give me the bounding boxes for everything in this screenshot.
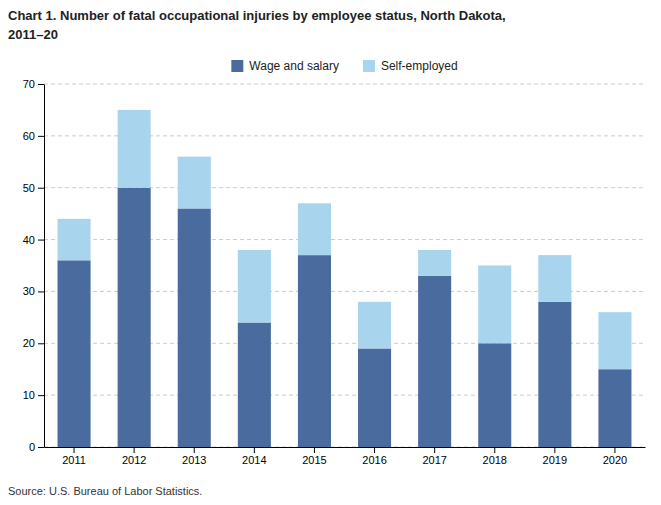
y-tick: 0 [29, 441, 44, 453]
bar [598, 369, 631, 447]
y-axis-line [44, 85, 45, 448]
bar [358, 348, 391, 447]
x-tick: 2015 [302, 447, 326, 466]
bar [598, 312, 631, 369]
x-tick: 2013 [182, 447, 206, 466]
x-tick-mark [494, 447, 495, 453]
x-tick-label: 2011 [62, 454, 86, 466]
y-tick-label: 10 [23, 389, 35, 401]
grid [44, 84, 645, 447]
x-tick-mark [254, 447, 255, 453]
title: Chart 1. Number of fatal occupational in… [8, 8, 506, 23]
x-tick-label: 2015 [302, 454, 326, 466]
plot: 0102030405060702011201220132014201520162… [23, 78, 646, 466]
legend-item: Self-employed [363, 59, 458, 73]
bar [238, 323, 271, 447]
x-tick: 2017 [422, 447, 446, 466]
legend: Wage and salary Self-employed [231, 59, 457, 73]
y-tick: 60 [23, 130, 44, 142]
x-tick-label: 2018 [483, 454, 507, 466]
x-tick: 2020 [603, 447, 627, 466]
bar [538, 255, 571, 302]
legend-swatch [363, 60, 375, 72]
x-tick: 2011 [62, 447, 86, 466]
bar [58, 260, 91, 447]
bar [118, 110, 151, 188]
x-tick-label: 2016 [362, 454, 386, 466]
title-group: Chart 1. Number of fatal occupational in… [8, 8, 506, 42]
title: 2011–20 [8, 27, 58, 42]
bar [298, 203, 331, 255]
bar [178, 208, 211, 447]
y-tick-label: 30 [23, 285, 35, 297]
x-tick-mark [134, 447, 135, 453]
y-tick-label: 70 [23, 78, 35, 90]
bar [298, 255, 331, 447]
legend-swatch [231, 60, 243, 72]
y-tick-label: 40 [23, 234, 35, 246]
bar [538, 302, 571, 447]
legend-label: Wage and salary [249, 59, 339, 73]
grid-line [44, 84, 645, 85]
y-tick-mark [38, 240, 44, 241]
y-tick: 10 [23, 389, 44, 401]
x-tick-mark [614, 447, 615, 453]
x-tick-mark [554, 447, 555, 453]
x-tick: 2016 [362, 447, 386, 466]
bar [178, 157, 211, 209]
source: Source: U.S. Bureau of Labor Statistics. [8, 485, 202, 497]
y-axis: 0 10 20 30 40 50 60 70 [23, 78, 45, 453]
x-tick-mark [314, 447, 315, 453]
bar [118, 188, 151, 447]
x-tick-mark [374, 447, 375, 453]
bar [418, 250, 451, 276]
y-tick-mark [38, 447, 44, 448]
series [58, 110, 632, 369]
x-tick-label: 2013 [182, 454, 206, 466]
x-tick: 2018 [483, 447, 507, 466]
x-tick-mark [434, 447, 435, 453]
bar [238, 250, 271, 323]
x-tick: 2019 [543, 447, 567, 466]
y-tick: 40 [23, 234, 44, 246]
x-tick-label: 2019 [543, 454, 567, 466]
x-tick: 2014 [242, 447, 266, 466]
y-tick-label: 60 [23, 130, 35, 142]
y-tick-label: 50 [23, 182, 35, 194]
y-tick-label: 20 [23, 337, 35, 349]
x-tick: 2012 [122, 447, 146, 466]
bar [478, 343, 511, 447]
x-tick-label: 2017 [422, 454, 446, 466]
bar [58, 219, 91, 260]
x-tick-mark [194, 447, 195, 453]
y-tick: 50 [23, 182, 44, 194]
x-tick-label: 2012 [122, 454, 146, 466]
bar [418, 276, 451, 447]
y-tick: 30 [23, 285, 44, 297]
bar [478, 266, 511, 344]
x-axis: 2011 2012 2013 2014 2015 2016 2017 2018 2019 2020 [45, 447, 646, 466]
x-tick-label: 2020 [603, 454, 627, 466]
y-tick: 70 [23, 78, 44, 90]
legend-label: Self-employed [381, 59, 458, 73]
y-tick-mark [38, 188, 44, 189]
legend-item: Wage and salary [231, 59, 339, 73]
chart: Chart 1. Number of fatal occupational in… [0, 0, 661, 505]
y-tick: 20 [23, 337, 44, 349]
x-tick-mark [74, 447, 75, 453]
y-tick-mark [38, 395, 44, 396]
y-tick-mark [38, 343, 44, 344]
y-tick-mark [38, 136, 44, 137]
bars [58, 110, 632, 447]
y-tick-label: 0 [29, 441, 35, 453]
x-tick-label: 2014 [242, 454, 266, 466]
y-tick-mark [38, 84, 44, 85]
series [58, 188, 632, 447]
bar [358, 302, 391, 349]
y-tick-mark [38, 291, 44, 292]
